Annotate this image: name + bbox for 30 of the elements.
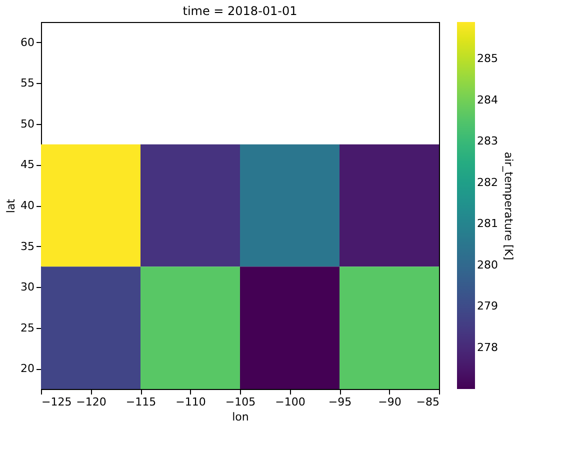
x-tick-label: −110 [176,396,206,408]
chart-title: time = 2018-01-01 [182,4,298,18]
y-tick-label: 25 [20,321,34,334]
color-bar-label: 282 [477,176,498,189]
y-tick-label: 35 [20,240,34,253]
x-tick-label: −95 [328,396,352,408]
y-axis-title: lat [4,198,18,214]
x-axis-title: lon [232,410,249,424]
x-tick-label: −115 [126,396,156,408]
x-tick-label: −90 [378,396,402,408]
y-tick-label: 60 [20,36,34,49]
color-bar-label: 284 [477,93,498,106]
y-tick-label: 20 [20,362,34,376]
color-bar-title: air_temperature [K] [502,152,515,260]
y-tick-label: 40 [20,199,34,212]
x-tick-label: −100 [275,396,306,408]
x-tick-label: −85 [416,396,440,408]
color-bar-label: 279 [477,300,498,313]
y-tick-label: 50 [20,117,34,130]
y-tick-label: 55 [20,76,34,90]
x-tick-label: −105 [225,396,256,408]
color-bar-label: 278 [477,340,498,354]
color-bar-label: 285 [477,52,498,66]
color-bar-label: 280 [477,258,498,272]
y-tick-label: 30 [20,280,34,294]
y-tick-label: 45 [20,158,34,172]
color-bar-label: 281 [477,217,498,230]
x-tick-label: −120 [76,396,106,408]
color-bar-label: 283 [477,134,498,148]
x-tick-label: −125 [42,396,72,408]
